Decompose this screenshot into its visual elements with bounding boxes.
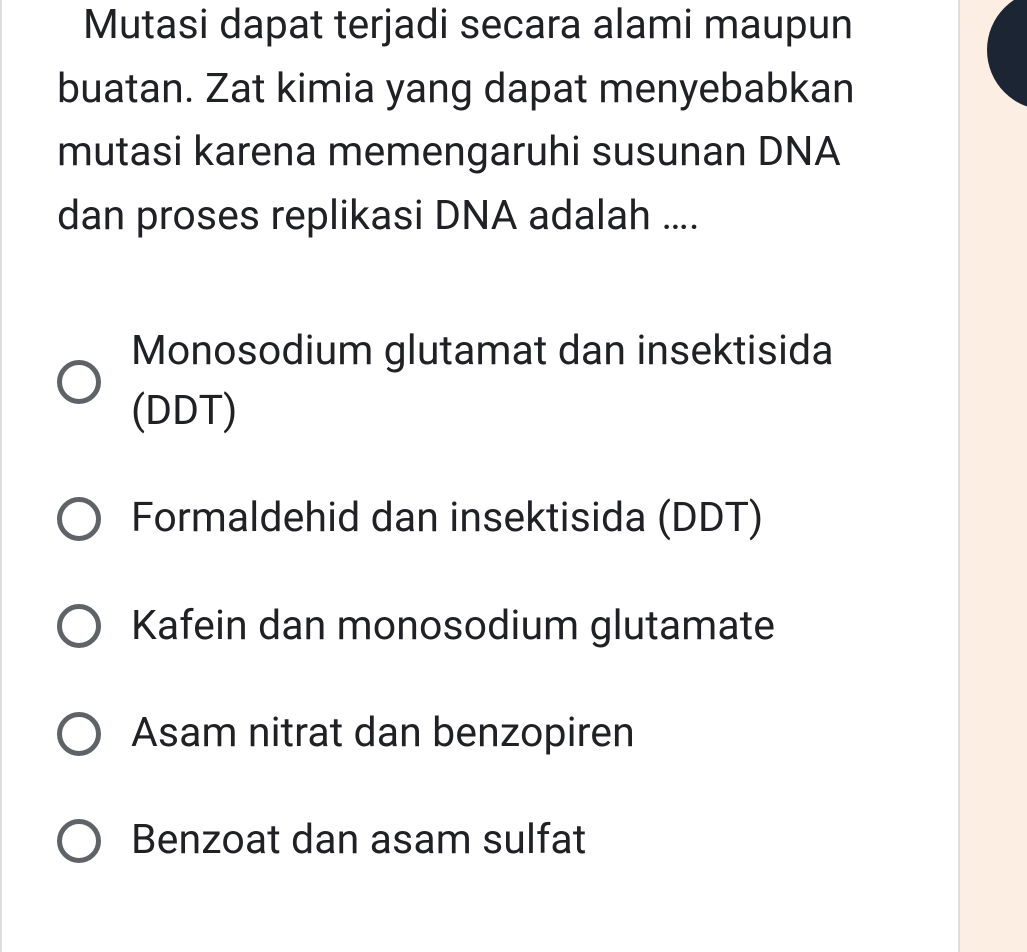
form-viewport: Mutasi dapat terjadi secara alami maupun… [0,0,1027,952]
side-panel [960,0,1027,952]
option-2[interactable]: Kafein dan monosodium glutamate [57,597,908,656]
option-0[interactable]: Monosodium glutamat dan insektisida (DDT… [57,322,908,441]
option-label: Asam nitrat dan benzopiren [131,704,635,763]
option-4[interactable]: Benzoat dan asam sulfat [57,811,908,870]
question-card: Mutasi dapat terjadi secara alami maupun… [0,0,960,952]
radio-icon[interactable] [57,497,101,541]
question-text: Mutasi dapat terjadi secara alami maupun… [57,0,908,248]
option-1[interactable]: Formaldehid dan insektisida (DDT) [57,489,908,548]
radio-icon[interactable] [57,712,101,756]
option-label: Formaldehid dan insektisida (DDT) [131,489,763,548]
corner-accent [987,0,1027,110]
radio-icon[interactable] [57,604,101,648]
option-label: Monosodium glutamat dan insektisida (DDT… [131,322,908,441]
option-label: Kafein dan monosodium glutamate [131,597,775,656]
option-3[interactable]: Asam nitrat dan benzopiren [57,704,908,763]
option-label: Benzoat dan asam sulfat [131,811,586,870]
radio-icon[interactable] [57,819,101,863]
options-group: Monosodium glutamat dan insektisida (DDT… [57,322,908,871]
radio-icon[interactable] [57,360,101,404]
